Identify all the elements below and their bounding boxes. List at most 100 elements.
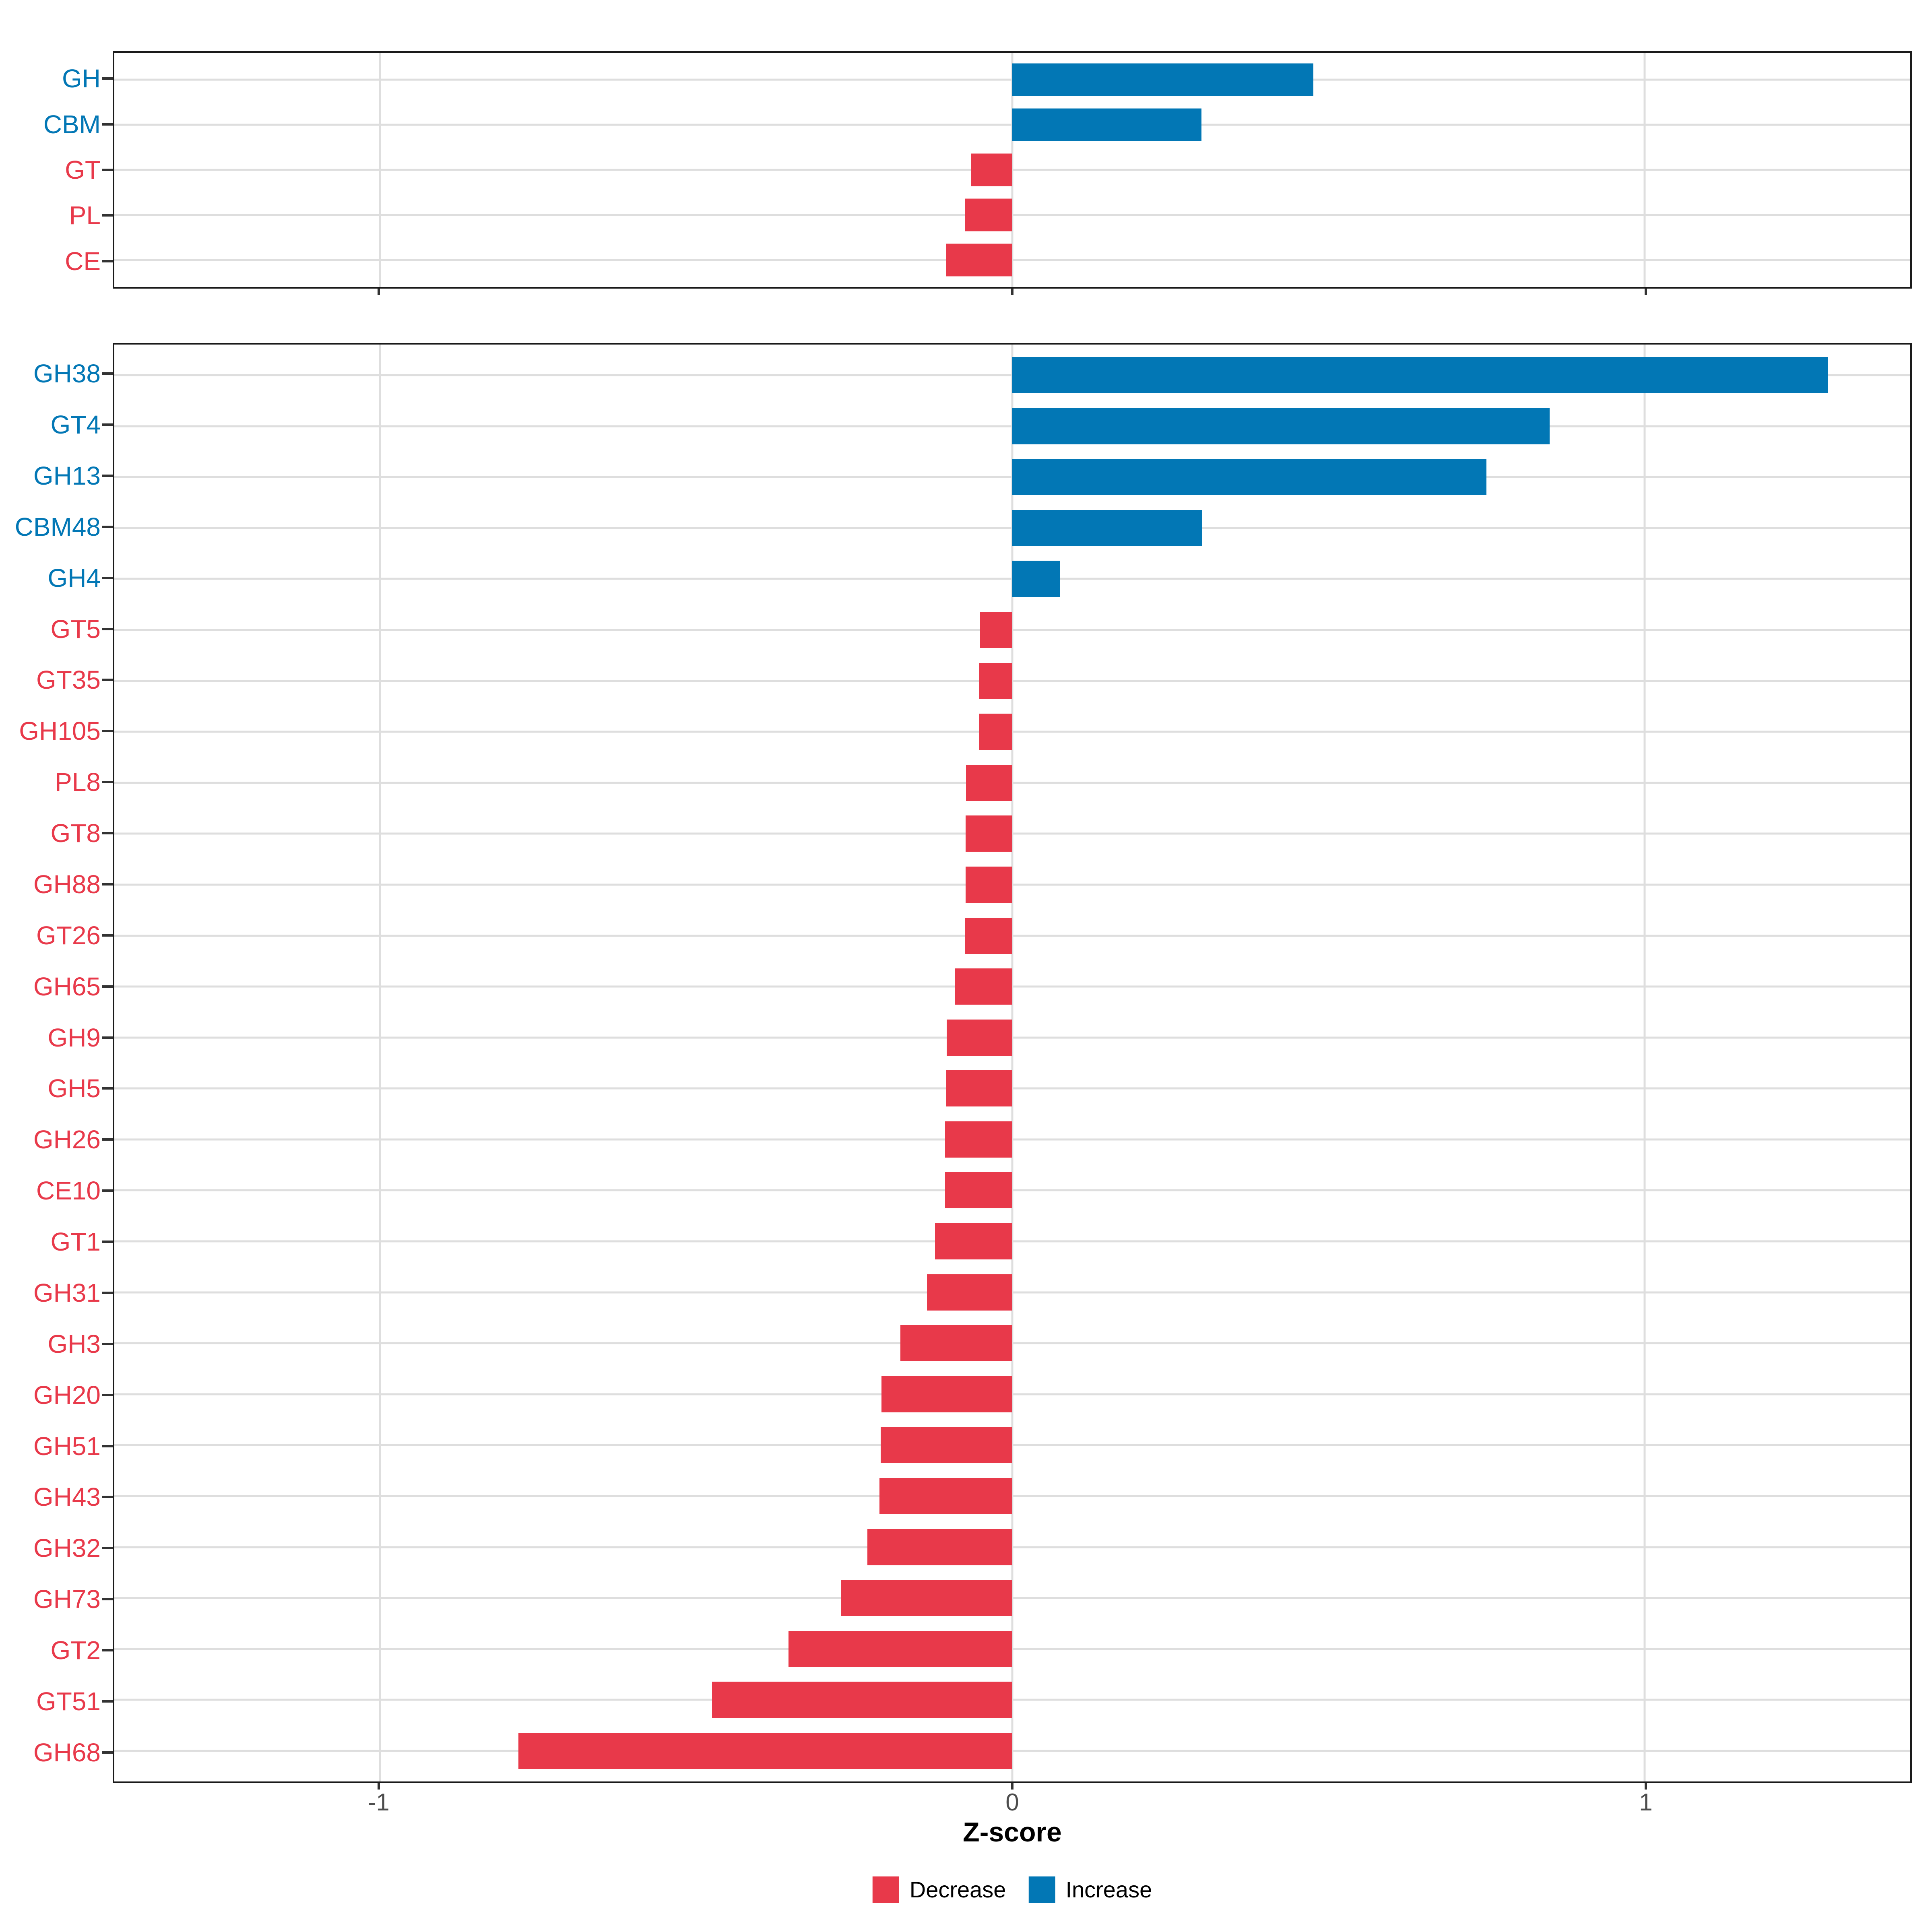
bar-GH51 xyxy=(881,1427,1012,1463)
v-gridline xyxy=(1643,53,1646,287)
category-label-GT26: GT26 xyxy=(36,921,101,950)
bar-GT26 xyxy=(965,917,1012,954)
legend-item-decrease: Decrease xyxy=(872,1876,1006,1903)
bar-GH9 xyxy=(946,1019,1012,1056)
x-tick-mark xyxy=(1011,1783,1013,1790)
y-tick-mark xyxy=(102,525,113,528)
bar-GH65 xyxy=(955,968,1012,1005)
category-label-GH4: GH4 xyxy=(47,563,101,592)
x-axis-title: Z-score xyxy=(963,1817,1062,1847)
bar-GH105 xyxy=(978,714,1012,750)
y-tick-mark xyxy=(102,730,113,733)
y-tick-mark xyxy=(102,1087,113,1090)
y-tick-mark xyxy=(102,781,113,784)
y-tick-mark xyxy=(102,123,113,126)
category-label-GH68: GH68 xyxy=(33,1738,101,1767)
bar-PL8 xyxy=(966,764,1012,801)
y-tick-mark xyxy=(102,1700,113,1703)
y-tick-mark xyxy=(102,169,113,171)
category-label-GH88: GH88 xyxy=(33,869,101,899)
increase-swatch-icon xyxy=(1028,1876,1055,1903)
category-label-GT: GT xyxy=(65,155,101,184)
bar-GT1 xyxy=(935,1223,1012,1260)
category-label-CBM: CBM xyxy=(43,109,101,139)
y-tick-mark xyxy=(102,832,113,835)
category-label-GT1: GT1 xyxy=(50,1227,101,1257)
x-tick-mark xyxy=(1644,289,1647,295)
panel-cazyme-classes xyxy=(113,51,1912,289)
bar-GT8 xyxy=(965,815,1012,852)
category-label-GT2: GT2 xyxy=(50,1636,101,1665)
x-tick-mark xyxy=(1644,1783,1647,1790)
bar-GH31 xyxy=(927,1274,1012,1311)
bar-GH32 xyxy=(867,1529,1012,1565)
x-tick-label-1: 1 xyxy=(1639,1789,1653,1816)
legend-label-increase: Increase xyxy=(1065,1877,1152,1902)
category-label-GT4: GT4 xyxy=(50,410,101,439)
y-tick-mark xyxy=(102,1496,113,1499)
y-tick-mark xyxy=(102,1751,113,1754)
y-tick-mark xyxy=(102,1342,113,1345)
category-label-GH13: GH13 xyxy=(33,461,101,490)
x-tick-label-0: 0 xyxy=(1005,1789,1019,1816)
bar-GH68 xyxy=(518,1733,1012,1769)
x-tick-label--1: -1 xyxy=(368,1789,390,1816)
bar-CBM48 xyxy=(1012,510,1202,546)
bar-GH4 xyxy=(1012,561,1060,597)
y-tick-mark xyxy=(102,1445,113,1447)
category-label-GH65: GH65 xyxy=(33,972,101,1001)
y-tick-mark xyxy=(102,627,113,630)
y-tick-mark xyxy=(102,1393,113,1396)
category-label-GH51: GH51 xyxy=(33,1431,101,1461)
bar-GT5 xyxy=(980,611,1012,648)
category-label-GH73: GH73 xyxy=(33,1585,101,1614)
bar-GH43 xyxy=(879,1478,1012,1515)
category-label-GT35: GT35 xyxy=(36,665,101,695)
y-tick-mark xyxy=(102,1547,113,1550)
category-label-CE10: CE10 xyxy=(36,1176,101,1205)
y-tick-mark xyxy=(102,1598,113,1601)
v-gridline xyxy=(1643,345,1646,1781)
y-tick-mark xyxy=(102,1138,113,1141)
bar-CE xyxy=(946,244,1012,277)
category-label-GH9: GH9 xyxy=(47,1023,101,1052)
y-tick-mark xyxy=(102,934,113,937)
category-label-PL: PL xyxy=(69,201,101,230)
y-tick-mark xyxy=(102,576,113,579)
v-gridline xyxy=(1011,345,1013,1781)
decrease-swatch-icon xyxy=(872,1876,899,1903)
category-label-GH32: GH32 xyxy=(33,1534,101,1563)
category-label-GH26: GH26 xyxy=(33,1125,101,1154)
y-tick-mark xyxy=(102,883,113,886)
y-tick-mark xyxy=(102,1649,113,1652)
x-tick-mark xyxy=(1011,289,1013,295)
y-tick-mark xyxy=(102,474,113,477)
y-tick-mark xyxy=(102,214,113,217)
bar-GH3 xyxy=(900,1325,1012,1362)
bar-GH26 xyxy=(945,1121,1012,1158)
category-label-CBM48: CBM48 xyxy=(14,512,101,541)
legend-label-decrease: Decrease xyxy=(909,1877,1006,1902)
bar-PL xyxy=(965,198,1012,231)
category-label-GH43: GH43 xyxy=(33,1482,101,1512)
y-tick-mark xyxy=(102,260,113,262)
v-gridline xyxy=(379,345,381,1781)
category-label-GT8: GT8 xyxy=(50,819,101,848)
legend-item-increase: Increase xyxy=(1028,1876,1152,1903)
bar-GT4 xyxy=(1012,408,1550,444)
category-label-GH20: GH20 xyxy=(33,1380,101,1410)
category-label-GH38: GH38 xyxy=(33,359,101,388)
panel-cazyme-families xyxy=(113,343,1912,1783)
category-label-CE: CE xyxy=(65,246,101,276)
y-tick-mark xyxy=(102,1189,113,1192)
bar-GH73 xyxy=(841,1580,1012,1616)
bar-CBM xyxy=(1012,108,1201,141)
y-tick-mark xyxy=(102,985,113,988)
category-label-GH3: GH3 xyxy=(47,1329,101,1358)
category-label-GT51: GT51 xyxy=(36,1686,101,1716)
category-label-PL8: PL8 xyxy=(55,768,101,797)
bar-GT35 xyxy=(979,663,1012,699)
category-label-GH105: GH105 xyxy=(19,716,101,746)
y-tick-mark xyxy=(102,423,113,426)
